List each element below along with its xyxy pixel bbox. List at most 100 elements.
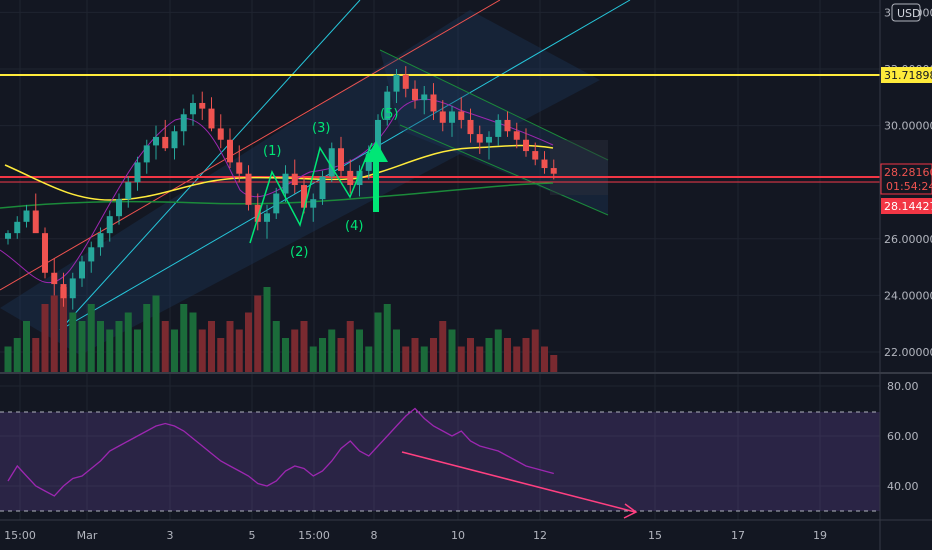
volume-bar	[513, 346, 521, 372]
last-price-text: 28.28160	[884, 166, 932, 179]
price-tick-label: 22.00000	[884, 346, 932, 359]
volume-bar	[198, 329, 206, 372]
candle-body[interactable]	[356, 170, 363, 186]
candle-body[interactable]	[384, 91, 391, 120]
candle-body[interactable]	[42, 233, 48, 273]
down-channel-lower[interactable]	[399, 124, 609, 216]
candle-body[interactable]	[5, 233, 11, 239]
candle-body[interactable]	[301, 185, 307, 208]
candle-body[interactable]	[338, 148, 344, 171]
time-tick-label: 17	[731, 529, 745, 542]
candle-body[interactable]	[208, 108, 215, 129]
wave-label-5: (5)	[380, 107, 398, 122]
candle-body[interactable]	[199, 102, 206, 109]
candle-body[interactable]	[513, 131, 520, 140]
candle-body[interactable]	[51, 272, 58, 285]
time-tick-label: 19	[813, 529, 827, 542]
candle-body[interactable]	[264, 213, 270, 222]
candle-body[interactable]	[504, 119, 511, 132]
candle-body[interactable]	[421, 94, 428, 101]
channel-line-middle[interactable]	[0, 0, 501, 291]
candle-body[interactable]	[467, 119, 474, 135]
candle-body[interactable]	[550, 168, 557, 174]
time-tick-label: Mar	[77, 529, 98, 542]
candle-body[interactable]	[153, 136, 159, 146]
volume-bar	[476, 346, 484, 372]
candle-body[interactable]	[523, 139, 529, 152]
volume-bar	[420, 346, 428, 372]
candle-body[interactable]	[476, 134, 483, 143]
candle-body[interactable]	[97, 233, 104, 248]
elliott-wave-path[interactable]	[249, 142, 373, 244]
candle-body[interactable]	[88, 247, 95, 262]
rsi-axis[interactable]: 40.00 60.00 80.00	[887, 380, 919, 493]
volume-bar	[208, 321, 215, 372]
candle-body[interactable]	[282, 173, 289, 194]
candle-body[interactable]	[532, 151, 539, 160]
wave-arrow-head	[364, 141, 388, 162]
volume-bar	[171, 329, 178, 372]
candle-body[interactable]	[180, 114, 187, 132]
volume-bar	[291, 329, 299, 372]
grid-lines	[0, 0, 880, 520]
candle-body[interactable]	[495, 119, 502, 137]
candle-body[interactable]	[245, 173, 252, 205]
candle-body[interactable]	[236, 162, 243, 174]
wave-label-4: (4)	[345, 219, 363, 234]
time-tick-label: 3	[167, 529, 174, 542]
candle-body[interactable]	[291, 173, 298, 186]
time-tick-label: 15:00	[298, 529, 330, 542]
candle-body[interactable]	[439, 111, 446, 123]
candle-body[interactable]	[393, 74, 400, 92]
time-axis[interactable]: 15:00 Mar 3 5 15:00 8 10 12 15 17 19	[4, 529, 827, 542]
candle-body[interactable]	[375, 119, 381, 154]
candle-body[interactable]	[486, 136, 492, 143]
candle-body[interactable]	[14, 221, 21, 234]
time-tick-label: 15	[648, 529, 662, 542]
candle-body[interactable]	[217, 128, 224, 140]
resistance-price-text: 31.71898	[884, 69, 932, 82]
candle-body[interactable]	[347, 170, 354, 186]
volume-bar	[467, 338, 474, 372]
channel-line-upper[interactable]	[59, 0, 361, 331]
volume-bar	[272, 321, 280, 372]
candle-body[interactable]	[402, 74, 409, 89]
candle-body[interactable]	[162, 136, 169, 149]
candle-body[interactable]	[319, 176, 326, 200]
volume-bar	[254, 295, 262, 372]
candle-body[interactable]	[541, 159, 548, 169]
volume-bar	[383, 304, 391, 372]
volume-bar	[550, 355, 558, 372]
divergence-arrow[interactable]	[401, 451, 638, 519]
channel-line-lower[interactable]	[59, 0, 631, 331]
candle-body[interactable]	[449, 111, 455, 123]
candle-body[interactable]	[254, 204, 261, 222]
volume-bar	[217, 338, 225, 372]
candle-body[interactable]	[23, 210, 30, 222]
candle-body[interactable]	[60, 284, 67, 299]
candlestick-series[interactable]	[5, 66, 557, 310]
candle-body[interactable]	[125, 182, 132, 200]
candle-body[interactable]	[458, 111, 465, 120]
candle-body[interactable]	[171, 131, 178, 149]
candle-body[interactable]	[365, 153, 372, 171]
candle-body[interactable]	[79, 261, 85, 279]
candle-body[interactable]	[143, 145, 150, 163]
candle-body[interactable]	[134, 162, 141, 183]
currency-button[interactable]: USD	[891, 3, 921, 22]
candle-body[interactable]	[328, 148, 335, 177]
candle-body[interactable]	[227, 139, 233, 163]
candle-body[interactable]	[69, 278, 76, 299]
time-tick-label: 15:00	[4, 529, 36, 542]
candle-body[interactable]	[32, 210, 39, 234]
volume-bar	[319, 338, 326, 372]
candle-body[interactable]	[190, 102, 196, 115]
candle-body[interactable]	[106, 216, 113, 234]
candle-body[interactable]	[310, 199, 317, 208]
candle-body[interactable]	[273, 193, 280, 214]
candle-body[interactable]	[116, 199, 122, 217]
wave-label-3: (3)	[312, 121, 330, 136]
candle-body[interactable]	[430, 94, 437, 112]
candle-body[interactable]	[412, 88, 418, 101]
